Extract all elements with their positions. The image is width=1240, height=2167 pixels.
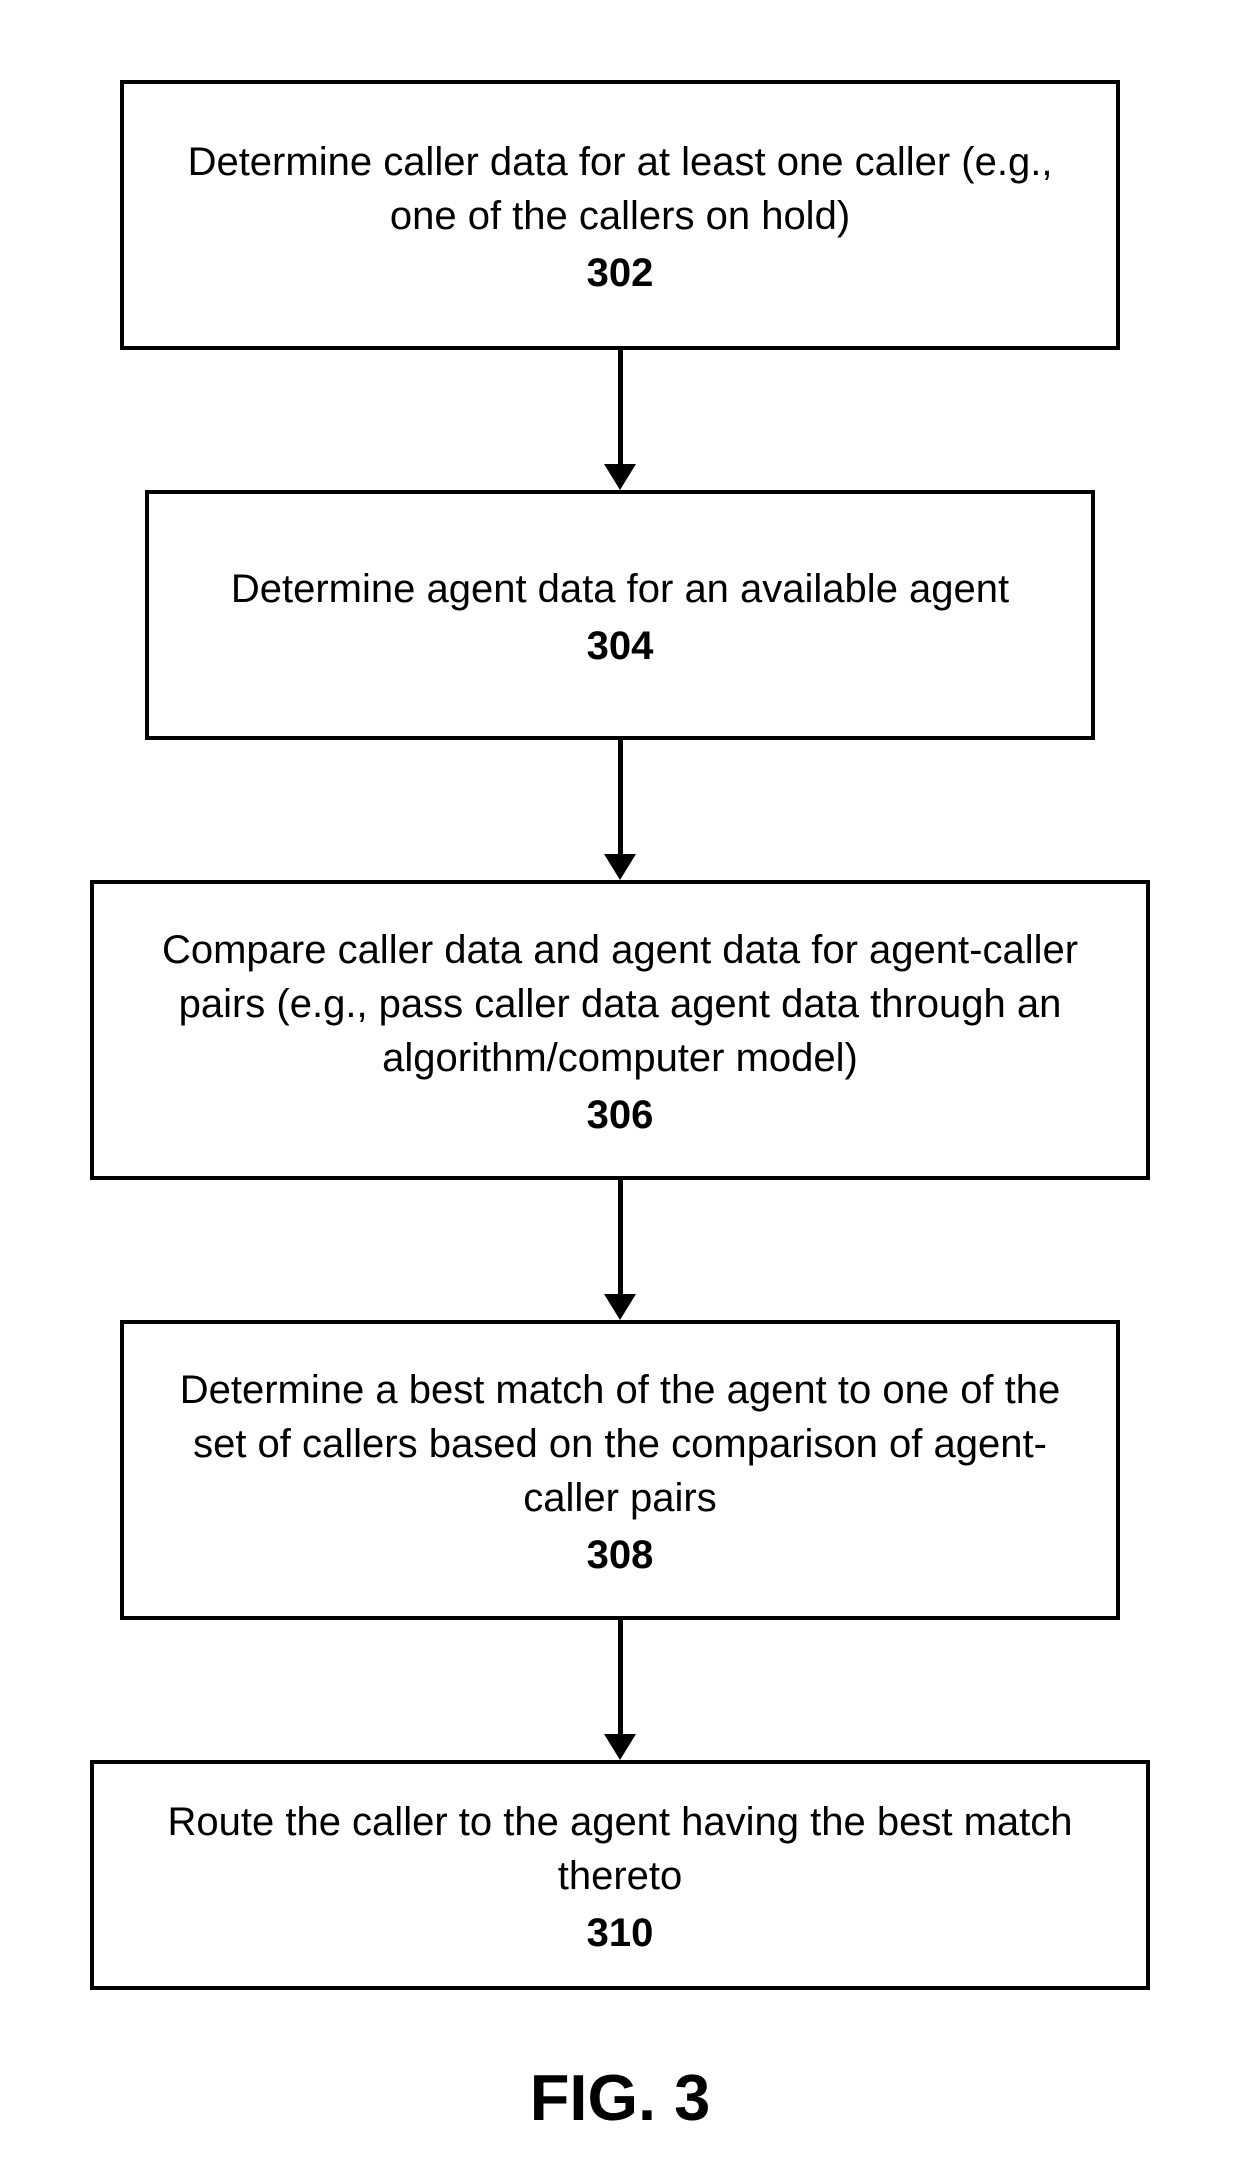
box-number: 304 [587,624,654,669]
flowchart-box-306: Compare caller data and agent data for a… [90,880,1150,1180]
flowchart-box-302: Determine caller data for at least one c… [120,80,1120,350]
box-text: Determine a best match of the agent to o… [154,1363,1086,1525]
box-number: 306 [587,1093,654,1138]
flowchart-box-310: Route the caller to the agent having the… [90,1760,1150,1990]
box-text: Compare caller data and agent data for a… [124,923,1116,1085]
flowchart-box-308: Determine a best match of the agent to o… [120,1320,1120,1620]
arrow-3 [604,1180,636,1320]
arrow-1 [604,350,636,490]
arrow-4 [604,1620,636,1760]
flowchart-box-304: Determine agent data for an available ag… [145,490,1095,740]
box-number: 310 [587,1911,654,1956]
box-text: Determine agent data for an available ag… [231,562,1009,616]
box-number: 302 [587,251,654,296]
box-text: Determine caller data for at least one c… [154,135,1086,243]
figure-label: FIG. 3 [530,2060,711,2135]
flowchart-container: Determine caller data for at least one c… [0,0,1240,2167]
box-number: 308 [587,1533,654,1578]
arrow-2 [604,740,636,880]
box-text: Route the caller to the agent having the… [124,1795,1116,1903]
